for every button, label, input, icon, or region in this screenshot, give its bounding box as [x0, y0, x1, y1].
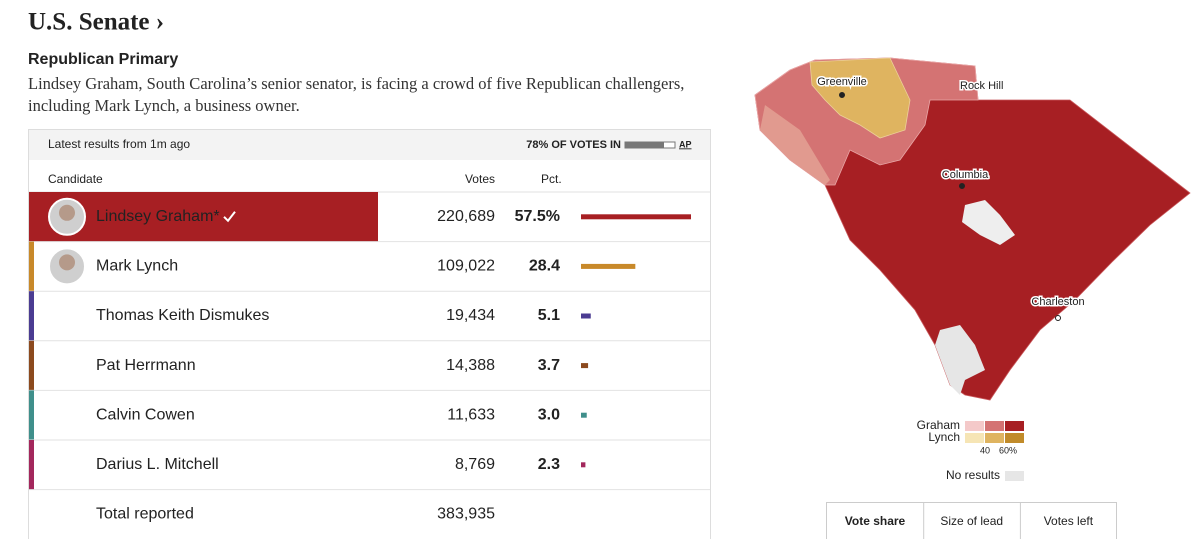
candidate-name: Calvin Cowen [96, 406, 195, 423]
race-subtitle: Republican Primary [28, 51, 178, 68]
legend-swatch [985, 421, 1004, 431]
candidate-stripe [29, 241, 34, 292]
description: Lindsey Graham, South Carolina’s senior … [28, 74, 685, 115]
total-votes: 383,935 [437, 506, 495, 523]
votes: 19,434 [446, 307, 495, 324]
votes: 109,022 [437, 258, 495, 275]
column-header: Votes [465, 172, 495, 186]
percent: 5.1 [538, 307, 560, 324]
table-frame [28, 129, 711, 539]
county-group [809, 57, 911, 139]
legend-swatch [985, 433, 1004, 443]
legend-tick: 60% [999, 445, 1017, 455]
county-group [760, 105, 830, 185]
candidate-name: Darius L. Mitchell [96, 456, 219, 473]
pct-bar [581, 263, 636, 269]
candidate-name: Thomas Keith Dismukes [96, 307, 269, 324]
city-label: Charleston [1031, 296, 1084, 308]
map-tab[interactable]: Votes left [1044, 514, 1094, 528]
state-map [754, 57, 1191, 401]
photo-head [59, 254, 75, 271]
candidate-stripe [29, 192, 34, 242]
legend-swatch [1005, 433, 1024, 443]
votes: 11,633 [447, 406, 495, 423]
candidate-stripe [29, 390, 34, 440]
candidate-name: Mark Lynch [96, 258, 178, 275]
legend-swatch [1005, 421, 1024, 431]
city-label: Greenville [817, 76, 867, 88]
votes: 8,769 [455, 456, 495, 473]
section-title[interactable]: U.S. Senate › [28, 9, 164, 36]
city-label: Columbia [942, 169, 989, 181]
legend-no-results: No results [946, 468, 1000, 482]
legend-swatch [1005, 471, 1024, 481]
no-results-county [962, 200, 1015, 245]
pct-bar [581, 313, 591, 319]
votes-in: 78% OF VOTES IN [526, 139, 621, 151]
votes: 14,388 [446, 357, 495, 374]
city-dot [1055, 315, 1061, 321]
legend-tick: 40 [980, 445, 990, 455]
votes: 220,689 [437, 208, 495, 225]
pct-bar [581, 363, 589, 369]
city-dot [961, 83, 967, 89]
progress-fill [625, 142, 664, 148]
column-header: Pct. [541, 172, 562, 186]
candidate-name: Lindsey Graham* [96, 208, 220, 225]
winner-check [223, 211, 236, 223]
legend-swatch [965, 421, 984, 431]
status: Latest results from 1m ago [48, 137, 190, 151]
city-dot [839, 92, 845, 98]
map-tab[interactable]: Vote share [845, 514, 906, 528]
percent: 57.5% [515, 208, 560, 225]
source[interactable]: AP [679, 139, 692, 149]
candidate-name: Pat Herrmann [96, 357, 196, 374]
candidate-stripe [29, 440, 34, 490]
candidate-stripe [29, 340, 34, 391]
percent: 28.4 [529, 258, 560, 275]
winner-highlight [29, 192, 378, 242]
legend-label: Graham [917, 418, 960, 432]
percent: 3.7 [538, 357, 560, 374]
candidate-stripe [29, 291, 34, 341]
no-results-county [935, 325, 985, 395]
pct-bar [581, 462, 586, 468]
legend-label: Lynch [928, 430, 960, 444]
percent: 2.3 [538, 456, 560, 473]
pct-bar [581, 412, 587, 418]
status-bar [29, 130, 710, 160]
city-label: Rock Hill [960, 80, 1003, 92]
photo-head [59, 204, 75, 221]
tab-bar [826, 502, 1117, 539]
percent: 3.0 [538, 406, 560, 423]
pct-bar [581, 214, 691, 220]
city-dot [959, 183, 965, 189]
column-header: Candidate [48, 172, 103, 186]
map-tab[interactable]: Size of lead [940, 514, 1003, 528]
legend-swatch [965, 433, 984, 443]
total-label: Total reported [96, 506, 194, 523]
